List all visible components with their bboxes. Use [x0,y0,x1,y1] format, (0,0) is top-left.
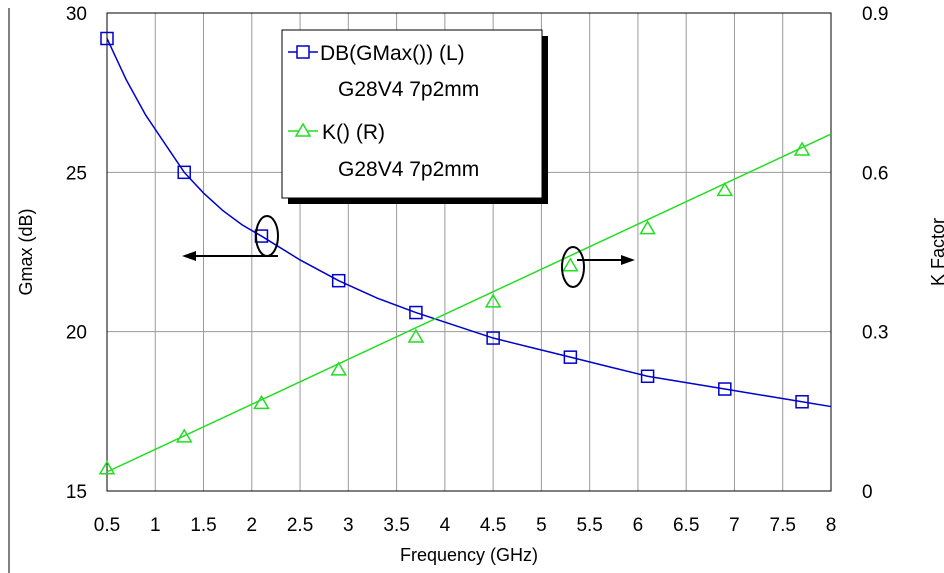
y-left-tick-label: 20 [66,323,87,344]
right-arrow-head [621,255,635,265]
legend-gmax-swatch-square [296,45,310,59]
y-left-tick-label: 15 [66,482,87,503]
y-left-tick-label: 30 [66,4,87,25]
x-tick-label: 7.5 [770,515,796,536]
left-arrow-head [182,251,196,261]
x-tick-label: 0.5 [94,515,120,536]
k-factor-curve [106,133,832,473]
x-tick-label: 3.5 [383,515,409,536]
legend-gmax-label: DB(GMax()) (L) [320,42,465,65]
x-axis-label: Frequency (GHz) [400,545,538,565]
legend-gmax-label-2: G28V4 7p2mm [338,78,479,101]
x-tick-label: 2.5 [287,515,313,536]
y-left-tick-label: 25 [66,163,87,184]
x-tick-label: 6.5 [673,515,699,536]
x-tick-label: 7 [729,515,740,536]
y-axis-right-label: K Factor [928,218,944,286]
x-tick-label: 3 [343,515,354,536]
k-factor-marker [562,257,579,272]
gmax-marker [640,369,655,384]
k-factor-marker [639,220,656,235]
x-tick-label: 5 [536,515,547,536]
x-tick-labels: 0.5 1 1.5 2 2.5 3 3.5 4 4.5 5 5.5 6 6.5 7 7.5 8 [94,515,837,536]
gmax-marker [409,305,423,320]
gmax-marker [177,165,191,180]
x-tick-label: 6 [633,515,644,536]
k-factor-marker [407,328,425,343]
x-tick-label: 4.5 [480,515,506,536]
k-factor-marker [484,293,502,308]
series-layer [98,31,832,475]
x-tick-label: 5.5 [576,515,602,536]
y-axis-left-label: Gmax (dB) [16,208,36,295]
gmax-marker [331,273,346,288]
gmax-marker [563,350,578,364]
gmax-marker [100,31,114,46]
legend: DB(GMax()) (L) G28V4 7p2mm K() (R) G28V4… [281,29,548,204]
gmax-curve [106,38,832,408]
legend-box [281,29,543,199]
x-tick-label: 1.5 [190,515,216,536]
gmax-marker [718,382,732,396]
x-tick-label: 2 [247,515,258,536]
x-tick-label: 1 [150,515,161,536]
y-right-tick-label: 0.3 [862,323,888,344]
k-factor-marker [330,361,347,376]
y-left-tick-labels: 15 20 25 30 [66,4,87,503]
k-marker-circle [561,246,585,288]
annotations [182,215,635,288]
k-factor-marker [716,181,734,197]
k-factor-marker [793,141,811,156]
y-right-tick-label: 0.9 [862,4,888,25]
legend-k-label: K() (R) [322,121,385,144]
x-tick-label: 4 [440,515,451,536]
k-factor-marker [98,460,116,475]
legend-k-swatch-triangle [294,122,312,137]
legend-k-label-2: G28V4 7p2mm [338,158,479,181]
x-tick-label: 8 [826,515,837,536]
k-factor-marker [175,428,193,443]
k-factor-marker [253,394,270,410]
y-right-tick-label: 0 [862,482,873,503]
y-right-tick-label: 0.6 [862,163,888,184]
y-right-tick-labels: 0 0.3 0.6 0.9 [862,4,888,503]
gmax-marker [486,331,500,345]
gmax-marker [795,395,809,409]
plot-frame [106,12,832,492]
